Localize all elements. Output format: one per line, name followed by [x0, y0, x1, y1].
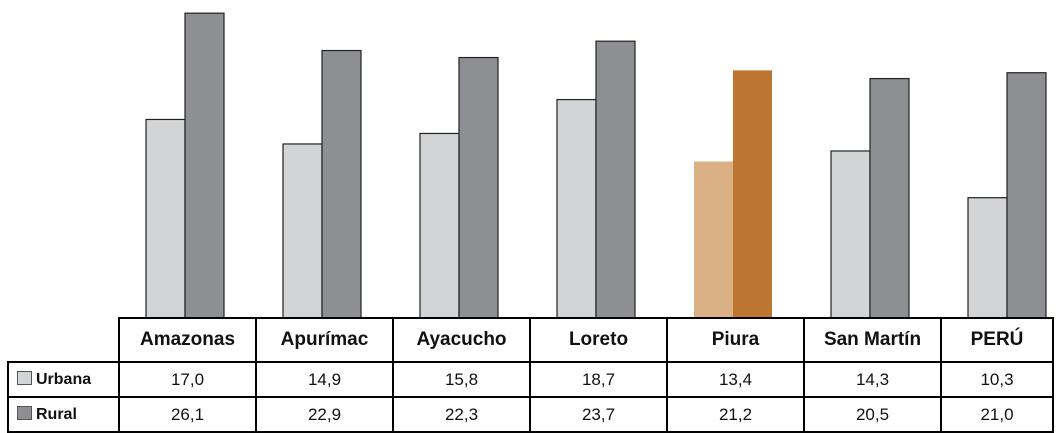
- category-label: Amazonas: [119, 318, 256, 362]
- legend-entry-rural: Rural: [8, 397, 119, 432]
- data-label: 17,0: [119, 362, 256, 397]
- data-label: 10,3: [941, 362, 1053, 397]
- category-label: Loreto: [530, 318, 667, 362]
- data-label: 21,0: [941, 397, 1053, 432]
- data-label: 22,3: [393, 397, 530, 432]
- bar-chart: [0, 0, 1056, 318]
- series-row-rural: Rural 26,1 22,9 22,3 23,7 21,2 20,5 21,0: [8, 397, 1053, 432]
- bar-rural-5: [870, 79, 909, 318]
- bar-rural-4: [733, 70, 772, 318]
- category-header-row: Amazonas Apurímac Ayacucho Loreto Piura …: [8, 318, 1053, 362]
- legend-swatch-rural: [17, 406, 32, 420]
- series-name: Urbana: [36, 371, 91, 388]
- bar-urbana-2: [420, 133, 459, 318]
- series-name: Rural: [36, 406, 77, 423]
- bar-rural-0: [185, 13, 224, 318]
- bar-rural-6: [1007, 73, 1046, 318]
- data-label: 20,5: [804, 397, 941, 432]
- data-label: 23,7: [530, 397, 667, 432]
- category-label: Ayacucho: [393, 318, 530, 362]
- category-label: Piura: [667, 318, 804, 362]
- data-label: 18,7: [530, 362, 667, 397]
- data-label: 15,8: [393, 362, 530, 397]
- bar-urbana-5: [831, 151, 870, 318]
- legend-swatch-urbana: [17, 371, 32, 385]
- legend-entry-urbana: Urbana: [8, 362, 119, 397]
- bar-rural-2: [459, 58, 498, 318]
- bar-urbana-1: [283, 144, 322, 318]
- data-label: 22,9: [256, 397, 393, 432]
- series-row-urbana: Urbana 17,0 14,9 15,8 18,7 13,4 14,3 10,…: [8, 362, 1053, 397]
- bar-urbana-0: [146, 119, 185, 318]
- data-label: 14,9: [256, 362, 393, 397]
- data-label: 21,2: [667, 397, 804, 432]
- bar-rural-3: [596, 41, 635, 318]
- data-label: 14,3: [804, 362, 941, 397]
- data-label: 13,4: [667, 362, 804, 397]
- bar-rural-1: [322, 51, 361, 318]
- table-corner: [8, 318, 119, 362]
- category-label: PERÚ: [941, 318, 1053, 362]
- category-label: Apurímac: [256, 318, 393, 362]
- bar-urbana-3: [557, 100, 596, 318]
- category-label: San Martín: [804, 318, 941, 362]
- bar-urbana-4: [694, 161, 733, 318]
- data-label: 26,1: [119, 397, 256, 432]
- bar-urbana-6: [968, 198, 1007, 318]
- data-table: Amazonas Apurímac Ayacucho Loreto Piura …: [7, 317, 1054, 433]
